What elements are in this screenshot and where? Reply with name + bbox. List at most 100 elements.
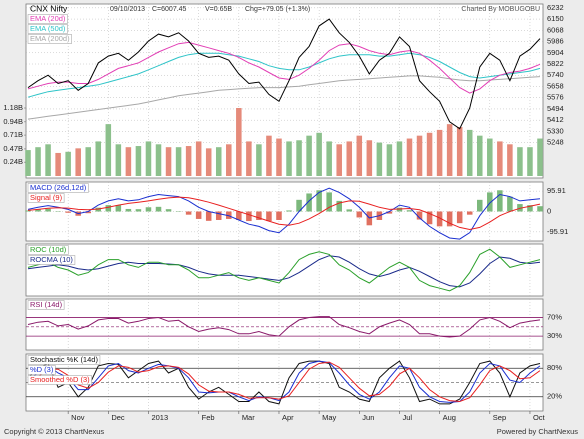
histogram-bar <box>185 211 192 215</box>
histogram-bar <box>45 208 51 212</box>
volume-bar <box>346 141 353 176</box>
volume-bar <box>226 144 232 176</box>
header-stat: C=6007.45 <box>152 6 187 13</box>
volume-bar <box>45 144 51 176</box>
volume-tick-label: 0.71B <box>3 130 23 139</box>
histogram-bar <box>165 209 172 212</box>
legend-box <box>27 14 68 24</box>
volume-bar <box>165 147 172 176</box>
histogram-bar <box>115 205 122 212</box>
volume-bar <box>466 129 473 176</box>
y-tick-label: 5740 <box>547 70 564 79</box>
volume-tick-label: 0.24B <box>3 157 23 166</box>
histogram-bar <box>507 196 513 212</box>
y-tick-label: 5904 <box>547 48 564 57</box>
header-stat: 09/10/2013 <box>110 6 145 13</box>
histogram-bar <box>296 199 302 212</box>
x-tick-label: Aug <box>443 413 456 422</box>
x-tick-label: Mar <box>242 413 255 422</box>
volume-bar <box>446 124 453 176</box>
chart-title: CNX Nifty <box>30 3 68 13</box>
series-line <box>27 255 541 288</box>
histogram-bar <box>135 209 142 212</box>
volume-bar <box>406 138 413 176</box>
volume-bar <box>396 141 403 176</box>
series-line <box>27 360 541 403</box>
volume-bar <box>386 144 393 176</box>
volume-bar <box>306 135 312 176</box>
y-tick-label: 6068 <box>547 25 564 34</box>
histogram-bar <box>466 211 473 215</box>
histogram-bar <box>356 211 363 218</box>
x-tick-label: 2013 <box>151 413 168 422</box>
x-tick-label: Sep <box>493 413 506 422</box>
series-line <box>27 361 541 403</box>
histogram-bar <box>286 210 292 212</box>
y-tick-label: 70% <box>547 313 562 322</box>
histogram-bar <box>65 211 71 213</box>
volume-bar <box>316 132 322 176</box>
legend-label: MACD (26d,12d) <box>30 183 87 192</box>
panels: 5248 5330 5412 5494 5576 5658 5740 5822 5904 5986… <box>3 3 568 422</box>
histogram-bar <box>215 211 222 220</box>
histogram-bar <box>436 211 443 227</box>
x-tick-label: May <box>322 413 336 422</box>
legend-label: EMA (20d) <box>30 14 66 23</box>
volume-bar <box>175 147 182 176</box>
histogram-bar <box>477 199 483 212</box>
histogram-bar <box>497 190 503 212</box>
y-tick-label: 5822 <box>547 59 564 68</box>
volume-bar <box>75 148 81 176</box>
volume-bar <box>487 138 493 176</box>
histogram-bar <box>316 190 322 212</box>
volume-bar <box>356 135 363 176</box>
y-tick-label: 5576 <box>547 93 564 102</box>
histogram-bar <box>155 206 162 212</box>
histogram-bar <box>145 207 152 212</box>
volume-bar <box>125 147 132 176</box>
histogram-bar <box>236 211 242 220</box>
volume-bar <box>296 140 302 176</box>
header-stat: V=0.65B <box>205 6 232 13</box>
charted-by: Charted By MOBUGOBU <box>461 6 540 13</box>
y-tick-label: 5658 <box>547 81 564 90</box>
legend-box <box>27 375 92 385</box>
legend-label: Stochastic %K (14d) <box>30 355 98 364</box>
histogram-bar <box>396 207 403 212</box>
volume-bar <box>436 129 443 176</box>
volume-bar <box>95 141 102 176</box>
legend-label: EMA (50d) <box>30 24 66 33</box>
volume-bar <box>366 140 373 176</box>
volume-tick-label: 0.47B <box>3 144 23 153</box>
legend-box <box>27 245 69 255</box>
panel <box>25 298 544 351</box>
histogram-bar <box>336 200 342 212</box>
volume-bar <box>376 142 383 176</box>
legend-box <box>27 355 101 365</box>
histogram-bar <box>456 211 463 224</box>
histogram-bar <box>346 209 353 212</box>
histogram-bar <box>205 211 212 221</box>
y-tick-label: 5986 <box>547 37 564 46</box>
volume-bar <box>537 138 543 176</box>
y-tick-label: 5330 <box>547 126 564 135</box>
volume-bar <box>426 132 433 176</box>
histogram-bar <box>256 211 262 220</box>
x-tick-label: Jul <box>402 413 412 422</box>
volume-bar <box>85 147 91 176</box>
y-tick-label: 0 <box>547 206 551 215</box>
legend-label: %D (3) <box>30 365 54 374</box>
volume-bar <box>65 151 71 176</box>
y-tick-label: 95.91 <box>547 186 566 195</box>
series-line <box>27 196 541 231</box>
histogram-bar <box>406 210 413 212</box>
x-tick-label: Nov <box>71 413 85 422</box>
volume-bar <box>246 141 252 176</box>
legend-box <box>27 193 65 203</box>
histogram-bar <box>527 205 533 212</box>
volume-bar <box>326 141 332 176</box>
volume-bar <box>336 144 342 176</box>
legend-box <box>27 34 72 44</box>
y-tick-label: 5412 <box>547 115 564 124</box>
volume-bar <box>416 135 423 176</box>
